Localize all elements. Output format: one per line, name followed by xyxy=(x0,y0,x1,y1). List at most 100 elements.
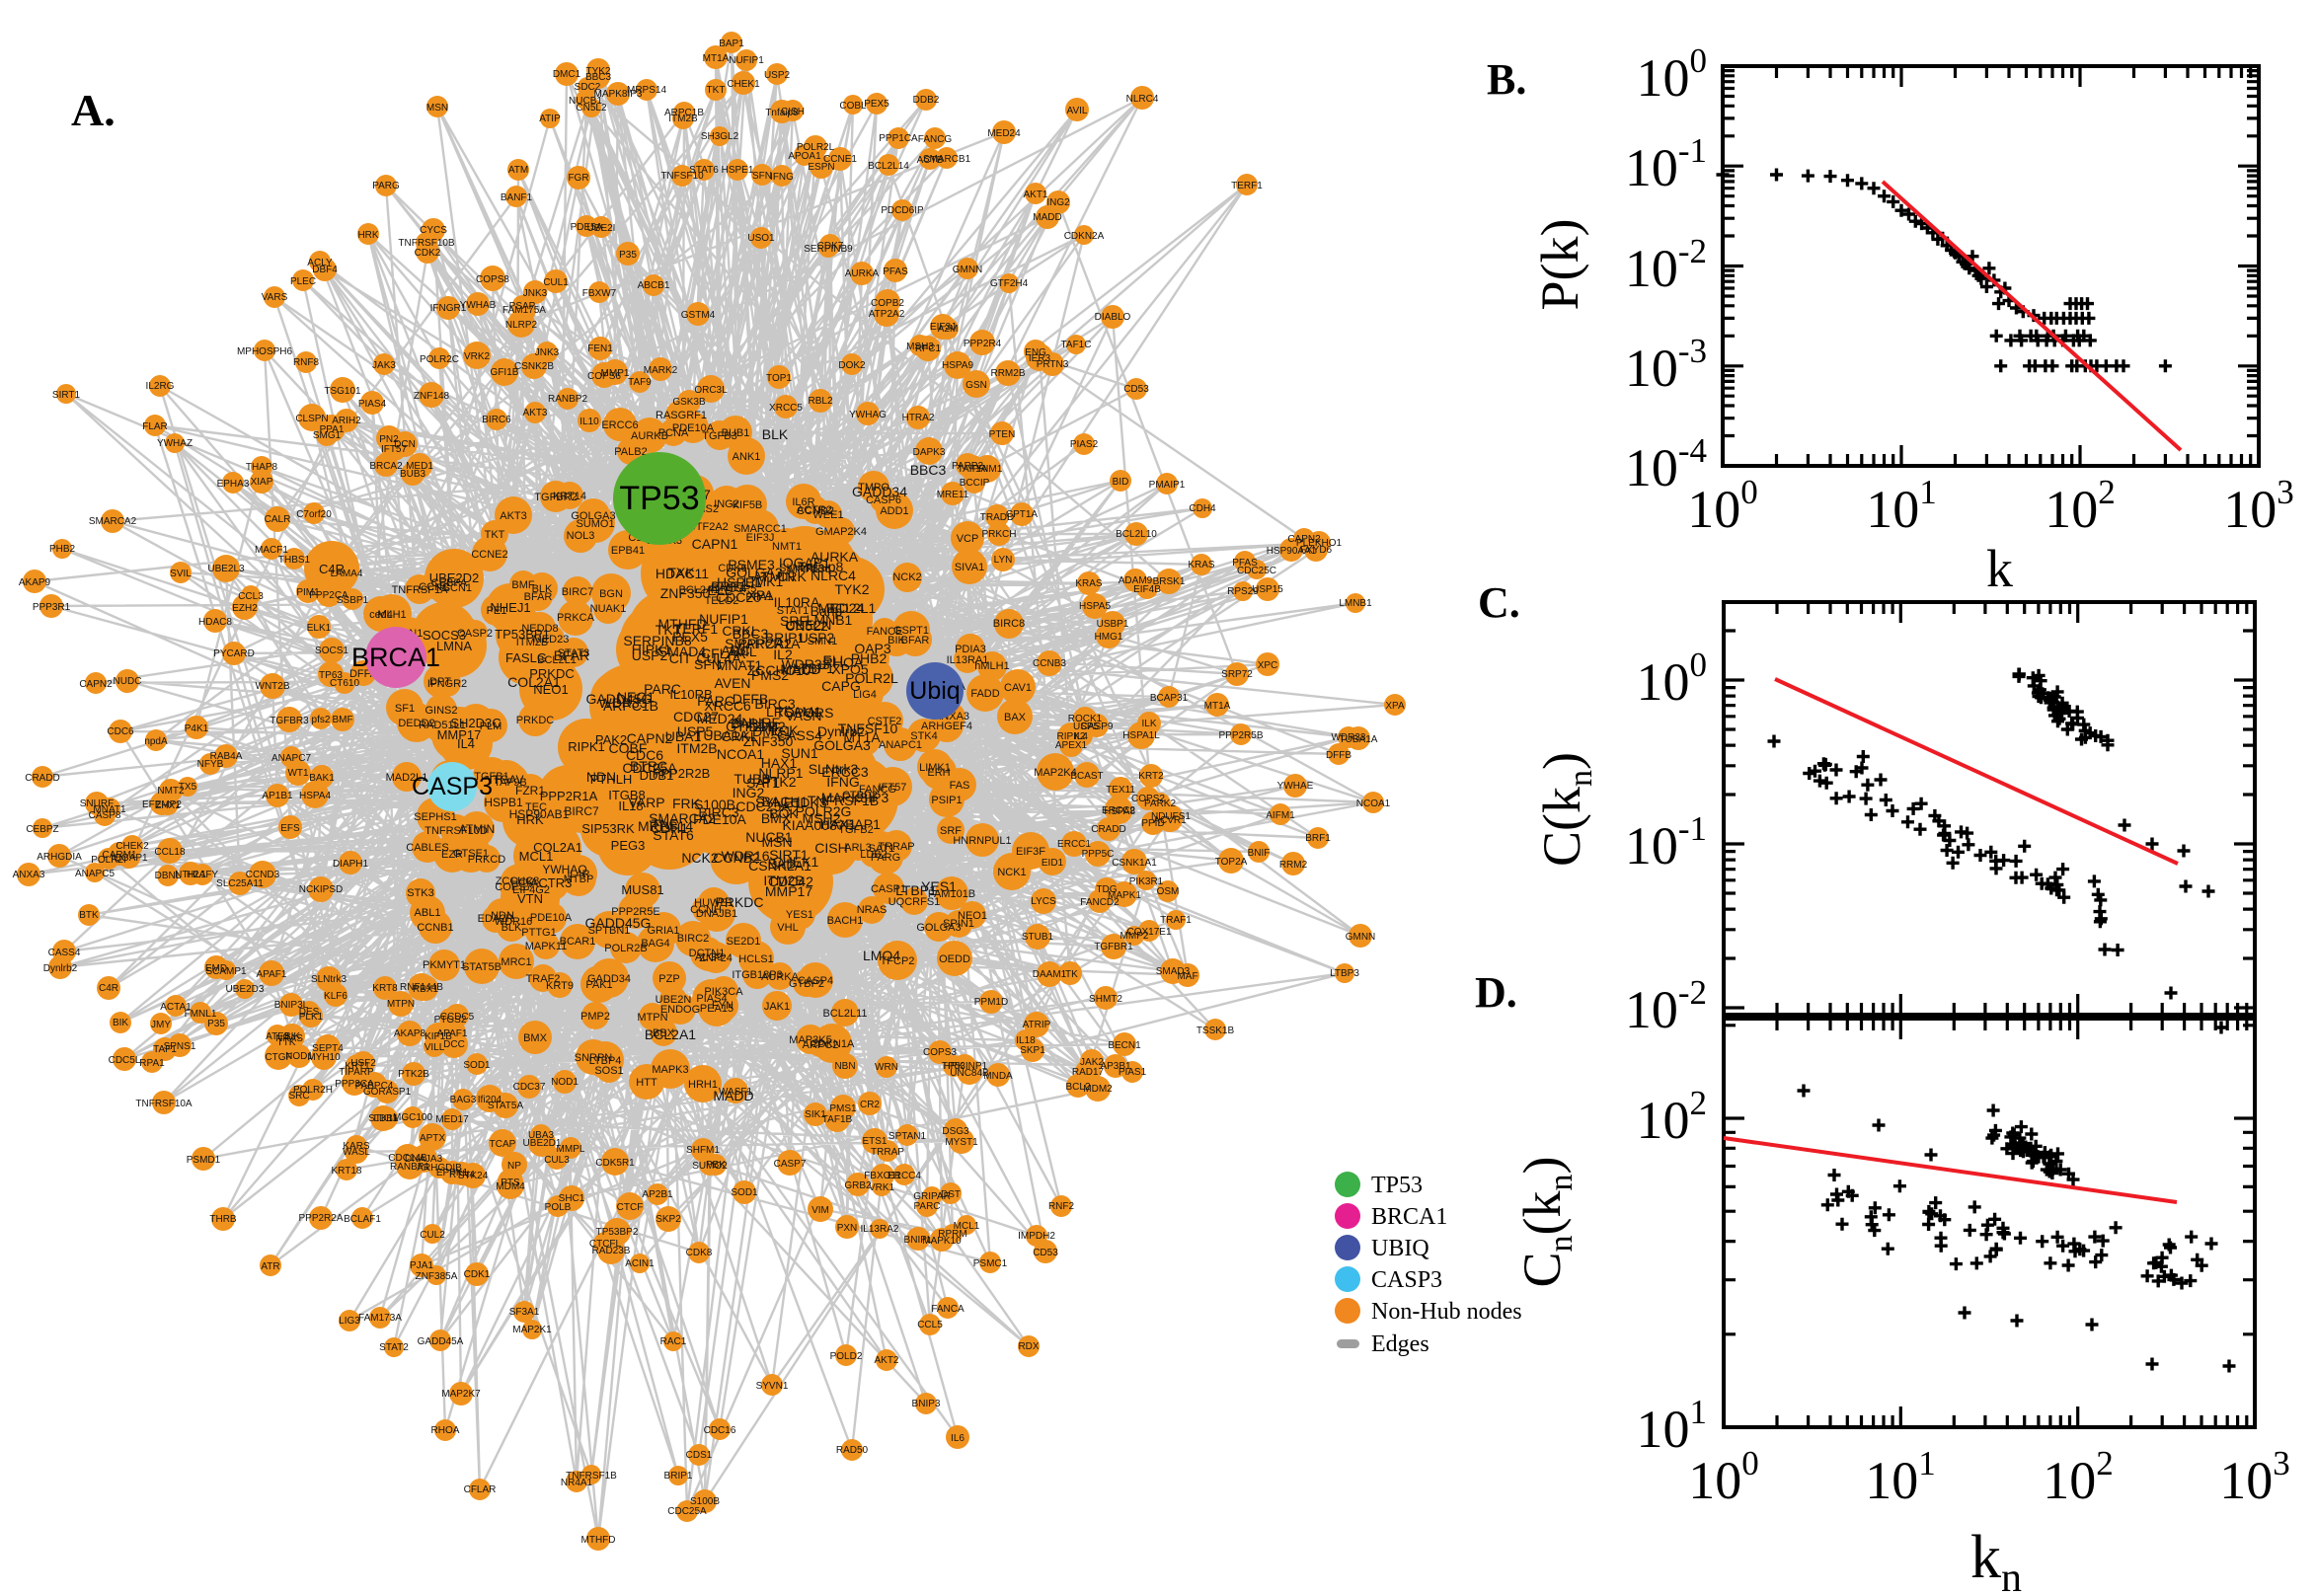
svg-text:RAD51L1: RAD51L1 xyxy=(419,720,466,731)
svg-text:ENDOG: ENDOG xyxy=(660,1004,700,1016)
svg-text:BAG4: BAG4 xyxy=(641,938,669,950)
svg-text:SOD1: SOD1 xyxy=(463,1060,491,1071)
svg-text:GTF2H4: GTF2H4 xyxy=(726,719,779,734)
svg-text:ACIN1: ACIN1 xyxy=(625,1258,655,1269)
svg-text:MTHFD: MTHFD xyxy=(581,1535,616,1546)
svg-text:COX17E1: COX17E1 xyxy=(1126,927,1171,938)
svg-text:TGFBR3: TGFBR3 xyxy=(270,716,309,726)
svg-text:BBC3: BBC3 xyxy=(585,72,612,83)
svg-text:SLNtrk3: SLNtrk3 xyxy=(311,974,347,985)
svg-text:NCK2: NCK2 xyxy=(892,571,921,583)
svg-text:EFEMP2: EFEMP2 xyxy=(142,799,182,810)
svg-text:RPS29: RPS29 xyxy=(1227,586,1259,597)
svg-text:MPHOSPH6: MPHOSPH6 xyxy=(237,346,293,357)
svg-text:FEN1: FEN1 xyxy=(587,343,613,354)
svg-text:CCL5: CCL5 xyxy=(917,1320,943,1330)
svg-text:SNURF: SNURF xyxy=(733,715,780,730)
svg-text:GTSE1: GTSE1 xyxy=(453,848,489,860)
svg-text:UBE2D3: UBE2D3 xyxy=(226,984,265,995)
svg-text:IL10RB: IL10RB xyxy=(669,687,712,702)
svg-text:CFLAR: CFLAR xyxy=(464,1484,497,1495)
svg-text:CISH: CISH xyxy=(781,107,805,117)
svg-text:CD53: CD53 xyxy=(1123,384,1149,395)
svg-text:DST: DST xyxy=(941,1189,961,1200)
svg-text:MDM4: MDM4 xyxy=(496,1181,525,1192)
svg-text:CCNB2: CCNB2 xyxy=(713,850,760,866)
svg-text:PRKCA: PRKCA xyxy=(557,612,595,624)
svg-text:CTBD2: CTBD2 xyxy=(842,790,878,801)
svg-text:ANK1: ANK1 xyxy=(733,451,761,463)
svg-text:MAP2K7: MAP2K7 xyxy=(441,1389,481,1400)
svg-text:CSTF2: CSTF2 xyxy=(868,716,902,727)
svg-text:PXN: PXN xyxy=(837,1223,858,1234)
svg-text:CDK3: CDK3 xyxy=(790,795,827,810)
svg-text:TP53INP1: TP53INP1 xyxy=(942,1061,988,1072)
svg-text:HSPE1: HSPE1 xyxy=(717,574,762,590)
svg-text:MMPL: MMPL xyxy=(557,1144,585,1155)
svg-text:CCNE2: CCNE2 xyxy=(471,549,507,561)
svg-text:BBC3: BBC3 xyxy=(733,626,769,642)
svg-text:TNFRSF1A: TNFRSF1A xyxy=(392,584,449,596)
svg-text:WEE1: WEE1 xyxy=(812,509,843,521)
svg-text:PLK1: PLK1 xyxy=(299,1012,324,1023)
svg-text:CDC20: CDC20 xyxy=(716,589,761,605)
svg-text:SPTBN1: SPTBN1 xyxy=(588,925,631,937)
svg-text:OAP3: OAP3 xyxy=(854,641,891,656)
svg-text:STAT5A: STAT5A xyxy=(488,1101,524,1111)
svg-text:RAD17: RAD17 xyxy=(1072,1067,1105,1078)
svg-text:ATMIN: ATMIN xyxy=(459,822,495,836)
svg-text:ANXA3: ANXA3 xyxy=(13,870,45,880)
svg-text:102: 102 xyxy=(1637,1084,1708,1150)
svg-text:DDB2: DDB2 xyxy=(748,719,786,734)
svg-text:SOS1: SOS1 xyxy=(594,1065,623,1077)
svg-text:SRF: SRF xyxy=(780,613,808,629)
svg-text:PLEKHO1: PLEKHO1 xyxy=(1296,538,1343,549)
svg-text:APAF1: APAF1 xyxy=(257,969,287,980)
svg-text:GMAP2K4: GMAP2K4 xyxy=(815,526,867,538)
svg-text:TX5: TX5 xyxy=(179,782,197,793)
svg-text:FXYD6: FXYD6 xyxy=(1300,545,1333,556)
svg-text:MMP1: MMP1 xyxy=(601,368,630,379)
svg-text:TEX11: TEX11 xyxy=(1106,785,1135,796)
svg-text:AURKA: AURKA xyxy=(761,971,800,983)
svg-text:UBIQ: UBIQ xyxy=(1371,1236,1429,1261)
svg-text:ERH: ERH xyxy=(927,767,950,779)
svg-text:PLM: PLM xyxy=(480,721,502,732)
svg-text:CDC6: CDC6 xyxy=(107,726,134,737)
svg-text:DCTN1: DCTN1 xyxy=(689,948,726,959)
svg-text:YWHAB: YWHAB xyxy=(460,300,497,311)
svg-text:BIRC7: BIRC7 xyxy=(564,804,599,818)
svg-text:P4K1: P4K1 xyxy=(185,723,209,734)
svg-text:BUB1: BUB1 xyxy=(722,427,750,439)
svg-text:AP1B1: AP1B1 xyxy=(262,791,293,801)
svg-text:NUAK1: NUAK1 xyxy=(590,603,627,615)
svg-text:CDK8: CDK8 xyxy=(686,1248,713,1258)
svg-text:LYCS: LYCS xyxy=(1031,896,1056,907)
svg-text:ACTA1: ACTA1 xyxy=(160,1002,192,1013)
svg-text:PPP2R5B: PPP2R5B xyxy=(1218,730,1263,741)
svg-text:CDC42: CDC42 xyxy=(768,874,813,889)
svg-text:ZNF385A: ZNF385A xyxy=(416,1271,458,1282)
svg-text:PRTN3: PRTN3 xyxy=(1037,359,1069,370)
svg-text:TMPO: TMPO xyxy=(858,482,889,494)
svg-text:PEX5: PEX5 xyxy=(864,99,889,110)
svg-text:RANBP2: RANBP2 xyxy=(548,394,587,405)
svg-text:PIK3CA: PIK3CA xyxy=(704,986,743,998)
svg-text:TYK2: TYK2 xyxy=(585,66,610,77)
svg-text:DNAJB1: DNAJB1 xyxy=(696,908,737,920)
svg-text:TFCP2: TFCP2 xyxy=(881,955,915,967)
svg-text:FBXO11: FBXO11 xyxy=(864,1171,901,1181)
svg-text:PAK2: PAK2 xyxy=(595,732,627,747)
svg-text:FAS: FAS xyxy=(950,780,970,792)
svg-text:COPS2: COPS2 xyxy=(1131,794,1165,804)
svg-text:LCK: LCK xyxy=(771,722,799,738)
svg-text:PHB2: PHB2 xyxy=(49,544,76,555)
svg-text:CCL3: CCL3 xyxy=(238,591,264,602)
svg-text:S100B: S100B xyxy=(694,797,735,812)
svg-text:FANCD2: FANCD2 xyxy=(1080,897,1119,908)
svg-text:MED24: MED24 xyxy=(818,600,865,616)
svg-text:NCKIPSD: NCKIPSD xyxy=(299,884,343,895)
svg-text:BRCA1: BRCA1 xyxy=(1371,1204,1447,1230)
svg-text:Tnfaip8: Tnfaip8 xyxy=(765,108,799,118)
svg-text:AKT2: AKT2 xyxy=(874,1355,898,1366)
